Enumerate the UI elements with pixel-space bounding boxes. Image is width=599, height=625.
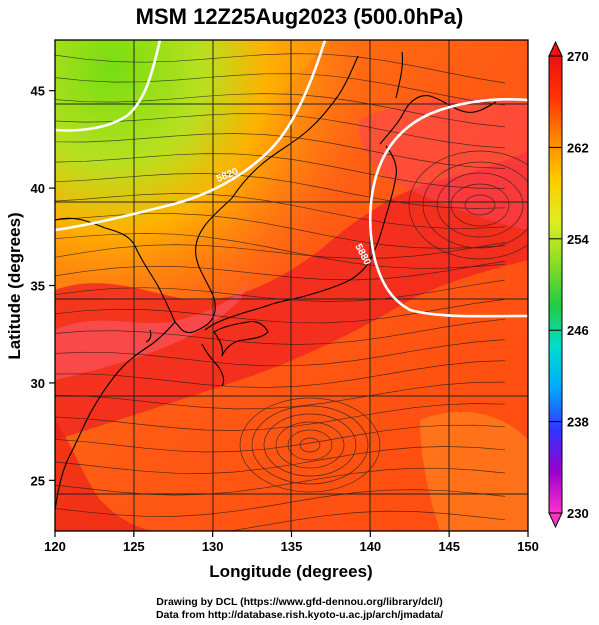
height-contours — [55, 40, 528, 318]
x-tick-label: 135 — [281, 539, 303, 554]
x-axis-ticks: 120 125 130 135 140 145 150 — [44, 531, 539, 554]
x-axis-label: Longitude (degrees) — [209, 562, 372, 581]
colorbar-bottom-arrow — [548, 512, 563, 529]
coastlines — [55, 51, 497, 511]
x-tick-label: 120 — [44, 539, 66, 554]
y-tick-label: 45 — [31, 84, 45, 99]
x-tick-label: 130 — [202, 539, 224, 554]
credit-drawing: Drawing by DCL (https://www.gfd-dennou.o… — [156, 596, 443, 608]
colorbar-tick-label: 246 — [567, 323, 589, 338]
colorbar-ticks: 270 262 254 246 238 230 — [549, 49, 589, 521]
y-axis-ticks: 25 30 35 40 45 — [31, 84, 55, 488]
y-tick-label: 40 — [31, 181, 45, 196]
colorbar-tick-label: 238 — [567, 415, 589, 430]
x-tick-label: 125 — [123, 539, 145, 554]
colorbar-tick-label: 254 — [567, 232, 589, 247]
y-tick-label: 30 — [31, 376, 45, 391]
y-axis-label: Latitude (degrees) — [5, 212, 24, 359]
x-tick-label: 140 — [359, 539, 381, 554]
colorbar-tick-label: 270 — [567, 49, 589, 64]
colorbar-top-arrow — [548, 40, 563, 57]
x-tick-label: 145 — [438, 539, 460, 554]
colorbar-scale — [548, 55, 563, 514]
x-tick-label: 150 — [517, 539, 539, 554]
credit-data: Data from http://database.rish.kyoto-u.a… — [155, 609, 444, 621]
colorbar-tick-label: 230 — [567, 506, 589, 521]
y-tick-label: 35 — [31, 279, 45, 294]
colorbar-tick-label: 262 — [567, 140, 589, 155]
temperature-field: 5820 5880 — [55, 40, 528, 531]
y-tick-label: 25 — [31, 473, 45, 488]
colorbar: 270 262 254 246 238 230 — [548, 40, 589, 529]
map-title: MSM 12Z25Aug2023 (500.0hPa) — [135, 4, 464, 29]
grid-lines — [55, 40, 528, 531]
